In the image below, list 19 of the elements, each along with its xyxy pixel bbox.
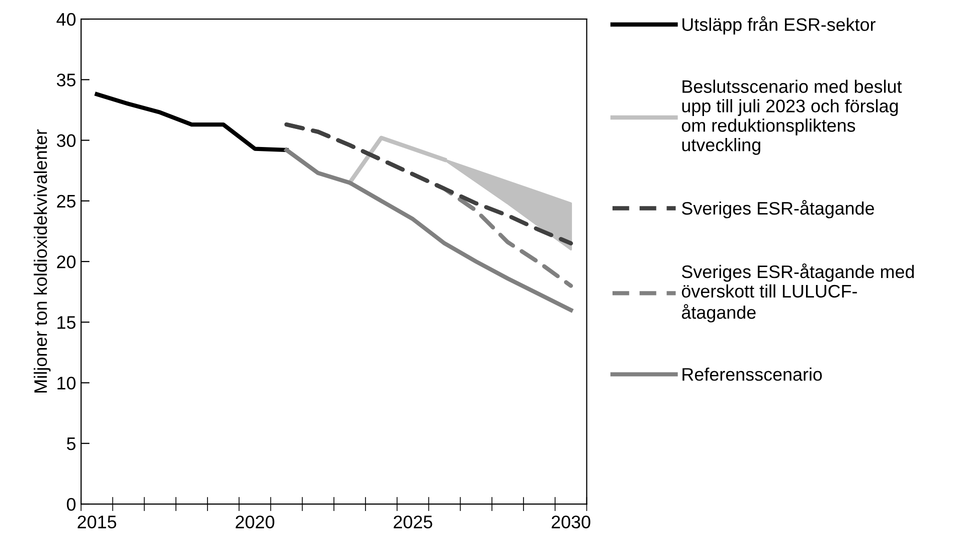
x-tick-label: 2015: [78, 516, 116, 528]
x-tick-label: 2020: [236, 516, 274, 528]
legend-label: Utsläpp från ESR-sektor: [682, 16, 876, 35]
y-tick-label: 40: [56, 12, 76, 26]
y-tick-label: 20: [57, 255, 76, 268]
x-tick-label: 2030: [552, 516, 590, 528]
x-tick-label: 2025: [394, 516, 432, 528]
legend-label: Sveriges ESR-åtagande: [682, 200, 874, 218]
legend-label: Beslutsscenario med beslut upp till juli 2023 och förslag om reduktionspliktens utveckling: [682, 80, 902, 155]
y-tick-label: 35: [56, 74, 76, 86]
y-tick-label: 15: [58, 316, 76, 329]
legend-label: Sveriges ESR-åtagande med överskott till LULUCF- åtagande: [682, 263, 914, 322]
y-tick-label: 30: [56, 134, 76, 148]
y-axis-title: Miljoner ton koldioxidekvivalenter: [34, 129, 51, 393]
y-tick-label: 10: [58, 376, 76, 390]
legend-label: Referensscenario: [682, 368, 822, 381]
y-tick-label: 5: [66, 438, 76, 450]
y-tick-label: 25: [57, 194, 76, 208]
y-tick-label: 0: [66, 498, 76, 511]
